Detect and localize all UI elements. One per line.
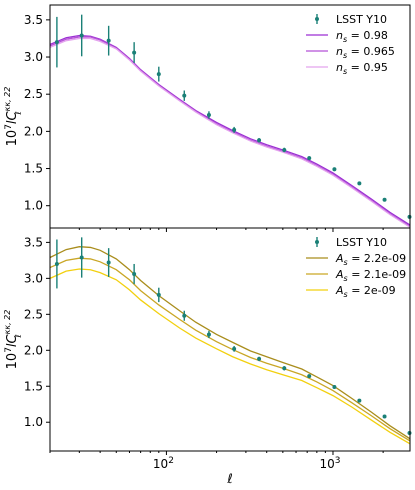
y-label-main: lC <box>5 110 20 124</box>
y-tick-label: 1.0 <box>24 415 43 429</box>
data-point <box>156 72 161 77</box>
data-point <box>282 366 287 371</box>
legend-label-1: ns = 0.965 <box>336 45 395 60</box>
legend-symbol: n <box>336 61 343 74</box>
x-tick-exponent: 3 <box>335 456 341 466</box>
legend-value: = 0.95 <box>347 61 388 74</box>
legend-label-2: As = 2e-09 <box>335 284 396 299</box>
x-tick-label: 102 <box>153 456 174 471</box>
legend-value: = 0.965 <box>347 45 395 58</box>
legend-symbol: A <box>335 252 344 265</box>
data-point <box>357 181 362 186</box>
data-point <box>106 260 111 265</box>
legend-subscript: s <box>343 67 347 76</box>
legend-subscript: s <box>344 258 348 267</box>
data-point <box>79 255 84 260</box>
legend-symbol: A <box>335 284 344 297</box>
series-line-1 <box>50 257 410 442</box>
data-point <box>156 292 161 297</box>
legend-label-2: ns = 0.95 <box>336 61 388 76</box>
y-label-subscript: ℓ <box>14 111 23 115</box>
data-point <box>182 93 187 98</box>
legend-data-label: LSST Y10 <box>336 236 387 249</box>
data-point <box>357 398 362 403</box>
y-label-prefix: 10 <box>5 130 20 147</box>
y-label-superscript: κκ, 22 <box>3 310 12 335</box>
legend-subscript: s <box>344 290 348 299</box>
data-point <box>232 127 237 132</box>
data-point <box>54 261 59 266</box>
legend-value: = 2.2e-09 <box>348 252 406 265</box>
y-label-exponent: 7 <box>4 124 14 130</box>
series-line-2 <box>50 268 410 445</box>
legend-symbol: A <box>335 268 344 281</box>
data-point <box>206 113 211 118</box>
data-point <box>106 38 111 43</box>
legend-value: = 2e-09 <box>348 284 396 297</box>
y-tick-label: 2.5 <box>24 87 43 101</box>
y-tick-label: 2.0 <box>24 343 43 357</box>
y-tick-label: 3.5 <box>24 13 43 27</box>
data-point <box>232 346 237 351</box>
legend-subscript: s <box>343 35 347 44</box>
data-point <box>407 431 412 436</box>
data-point <box>206 332 211 337</box>
y-tick-label: 2.0 <box>24 124 43 138</box>
y-label-exponent: 7 <box>4 347 14 353</box>
legend-subscript: s <box>343 51 347 60</box>
data-point <box>407 214 412 219</box>
legend-label-0: ns = 0.98 <box>336 29 388 44</box>
data-point <box>332 384 337 389</box>
y-label-prefix: 10 <box>5 353 20 370</box>
series-line-0 <box>50 34 410 226</box>
data-point <box>382 414 387 419</box>
data-point <box>54 40 59 45</box>
data-point <box>332 167 337 172</box>
data-point <box>132 50 137 55</box>
series-line-0 <box>50 246 410 440</box>
data-point <box>282 147 287 152</box>
x-tick-exponent: 2 <box>168 456 174 466</box>
legend-subscript: s <box>344 274 348 283</box>
legend-data-marker <box>315 17 319 21</box>
legend-value: = 2.1e-09 <box>348 268 406 281</box>
data-point <box>307 156 312 161</box>
legend-value: = 0.98 <box>347 29 388 42</box>
y-label-superscript: κκ, 22 <box>3 87 12 112</box>
data-point <box>182 313 187 318</box>
y-tick-label: 3.0 <box>24 271 43 285</box>
data-point <box>382 197 387 202</box>
x-axis-label: ℓ <box>226 472 232 487</box>
legend-symbol: n <box>336 45 343 58</box>
y-tick-label: 3.5 <box>24 235 43 249</box>
legend-data-marker <box>315 240 319 244</box>
y-tick-label: 2.5 <box>24 307 43 321</box>
y-tick-label: 1.0 <box>24 199 43 213</box>
data-point <box>257 356 262 361</box>
legend-symbol: n <box>336 29 343 42</box>
y-axis-label: 107lCκκ, 22ℓ <box>3 87 23 147</box>
y-tick-label: 3.0 <box>24 50 43 64</box>
y-label-main: lC <box>5 333 20 347</box>
y-label-subscript: ℓ <box>14 334 23 338</box>
y-axis-label: 107lCκκ, 22ℓ <box>3 310 23 370</box>
series-line-2 <box>50 37 410 228</box>
legend-label-1: As = 2.1e-09 <box>335 268 406 283</box>
legend-label-0: As = 2.2e-09 <box>335 252 406 267</box>
data-point <box>79 33 84 38</box>
axes-frame <box>49 227 411 452</box>
x-tick-label: 103 <box>319 456 340 471</box>
legend-data-label: LSST Y10 <box>336 13 387 26</box>
data-point <box>132 272 137 277</box>
y-tick-label: 1.5 <box>24 162 43 176</box>
data-point <box>257 138 262 143</box>
y-tick-label: 1.5 <box>24 379 43 393</box>
data-point <box>307 374 312 379</box>
